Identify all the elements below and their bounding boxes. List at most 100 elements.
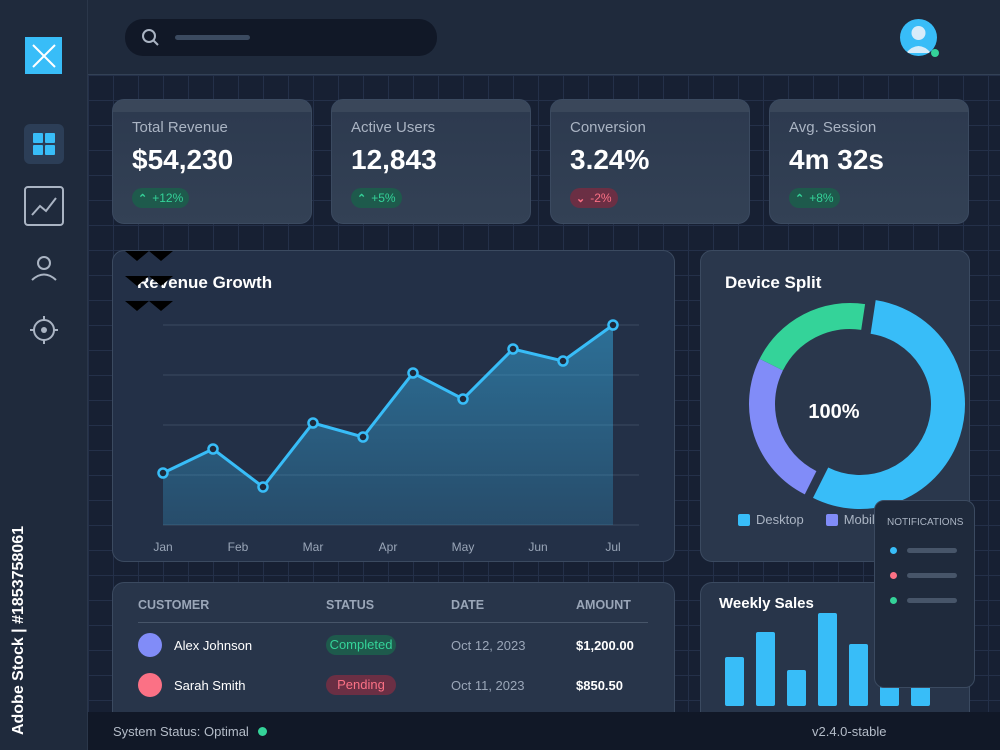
- x-tick-label: Mar: [303, 540, 324, 554]
- data-point[interactable]: [257, 481, 269, 493]
- x-tick-label: Jan: [153, 540, 172, 554]
- online-indicator: [931, 49, 939, 57]
- kpi-value: $54,230: [132, 144, 234, 175]
- chart-icon: [24, 186, 64, 226]
- legend-desktop: Desktop: [738, 512, 804, 527]
- notification-item[interactable]: [890, 597, 957, 604]
- legend-mobile: Mobile: [825, 512, 882, 527]
- kpi-change: +8%: [809, 191, 834, 205]
- revenue-growth-card: Revenue Growth Jan Feb Mar Apr May Jun Jul: [112, 250, 675, 562]
- kpi-change: -2%: [590, 191, 612, 205]
- data-point[interactable]: [507, 343, 519, 355]
- data-point[interactable]: [457, 393, 469, 405]
- kpi-change-badge: ⌃ +8%: [789, 188, 840, 208]
- data-point[interactable]: [207, 443, 219, 455]
- customer-name: Sarah Smith: [174, 677, 246, 693]
- data-point[interactable]: [607, 319, 619, 331]
- sidebar-item-target[interactable]: [24, 310, 64, 350]
- dashboard-icon: [33, 133, 55, 155]
- date-cell: Oct 11, 2023: [451, 677, 525, 693]
- kpi-change: +5%: [371, 191, 396, 205]
- kpi-value: 4m 32s: [789, 144, 884, 175]
- chart-title: Weekly Sales: [719, 595, 814, 612]
- sidebar-item-dashboard[interactable]: [24, 124, 64, 164]
- data-point[interactable]: [557, 355, 569, 367]
- kpi-change-badge: ⌄ -2%: [570, 188, 618, 208]
- kpi-value: 3.24%: [570, 144, 650, 175]
- sidebar-item-users[interactable]: [24, 248, 64, 288]
- amount-cell: $1,200.00: [576, 637, 634, 653]
- column-header: DATE: [451, 595, 576, 623]
- column-header: AMOUNT: [576, 595, 648, 623]
- table-row[interactable]: Sarah Smith Pending Oct 11, 2023 $850.50: [138, 663, 648, 703]
- x-tick-label: Jul: [605, 540, 620, 554]
- status-badge: Completed: [326, 635, 396, 655]
- status-badge: Pending: [326, 675, 396, 695]
- notification-item[interactable]: [890, 547, 957, 554]
- status-indicator: [258, 727, 267, 736]
- legend-label: Mobile: [843, 512, 882, 527]
- system-status: System Status: Optimal: [113, 724, 249, 739]
- notifications-panel[interactable]: NOTIFICATIONS: [874, 500, 975, 688]
- column-header: CUSTOMER: [138, 595, 326, 623]
- customer-name: Alex Johnson: [174, 637, 253, 653]
- kpi-card[interactable]: Avg. Session 4m 32s ⌃ +8%: [769, 99, 969, 224]
- sales-bar[interactable]: [725, 657, 744, 706]
- decorative-triangles: [125, 251, 173, 311]
- weekly-sales-card: Weekly Sales: [700, 582, 970, 722]
- revenue-line-chart: Jan Feb Mar Apr May Jun Jul: [153, 319, 639, 554]
- kpi-change: +12%: [152, 191, 184, 205]
- column-header: STATUS: [326, 595, 451, 623]
- sales-bar[interactable]: [818, 613, 837, 706]
- x-tick-label: Feb: [228, 540, 249, 554]
- revenue-line: [162, 323, 614, 490]
- user-icon: [906, 26, 931, 53]
- kpi-change-badge: ⌃ +5%: [351, 188, 402, 208]
- kpi-card[interactable]: Active Users 12,843 ⌃ +5%: [331, 99, 531, 224]
- kpi-card[interactable]: Conversion 3.24% ⌄ -2%: [550, 99, 750, 224]
- chevron-up-icon: ⌃: [357, 192, 367, 205]
- data-point[interactable]: [407, 367, 419, 379]
- kpi-label: Active Users: [351, 119, 436, 136]
- avatar[interactable]: [900, 19, 937, 56]
- transactions-table: CUSTOMER STATUS DATE AMOUNT Alex Johnson…: [138, 595, 648, 703]
- status-bar: System Status: Optimal v2.4.0-stable: [88, 712, 1000, 750]
- sales-bar[interactable]: [849, 644, 868, 706]
- sales-bar[interactable]: [787, 670, 806, 706]
- kpi-card[interactable]: Total Revenue $54,230 ⌃ +12%: [112, 99, 312, 224]
- kpi-label: Avg. Session: [789, 119, 877, 136]
- table-row[interactable]: Alex Johnson Completed Oct 12, 2023 $1,2…: [138, 623, 648, 664]
- chevron-up-icon: ⌃: [138, 192, 148, 205]
- area-fill: [163, 325, 613, 525]
- watermark: Adobe Stock | #1853758061: [10, 525, 27, 735]
- chevron-down-icon: ⌄: [576, 192, 586, 205]
- top-header: [88, 0, 1000, 75]
- transactions-card: CUSTOMER STATUS DATE AMOUNT Alex Johnson…: [112, 582, 675, 722]
- x-tick-label: May: [452, 540, 475, 554]
- notifications-title: NOTIFICATIONS: [887, 517, 964, 528]
- chevron-up-icon: ⌃: [795, 192, 805, 205]
- sidebar: Adobe Stock | #1853758061: [0, 0, 88, 750]
- sidebar-item-analytics[interactable]: [24, 186, 64, 226]
- legend-label: Desktop: [756, 512, 804, 527]
- version-label: v2.4.0-stable: [812, 724, 887, 739]
- kpi-label: Total Revenue: [132, 119, 228, 136]
- user-icon: [31, 256, 57, 281]
- target-icon: [30, 316, 58, 344]
- donut-legend: Desktop Mobile: [738, 512, 882, 527]
- data-point[interactable]: [157, 467, 169, 479]
- logo-icon[interactable]: [25, 37, 62, 74]
- kpi-label: Conversion: [570, 119, 646, 136]
- x-tick-label: Apr: [379, 540, 398, 554]
- search-icon: [142, 29, 159, 46]
- data-point[interactable]: [307, 417, 319, 429]
- data-point[interactable]: [357, 431, 369, 443]
- notification-item[interactable]: [890, 572, 957, 579]
- amount-cell: $850.50: [576, 677, 623, 693]
- avatar: [138, 673, 162, 697]
- kpi-change-badge: ⌃ +12%: [132, 188, 190, 208]
- sales-bar[interactable]: [756, 632, 775, 706]
- kpi-value: 12,843: [351, 144, 437, 175]
- search-input[interactable]: [125, 19, 437, 56]
- main-content: Total Revenue $54,230 ⌃ +12% Active Users …: [88, 75, 1000, 722]
